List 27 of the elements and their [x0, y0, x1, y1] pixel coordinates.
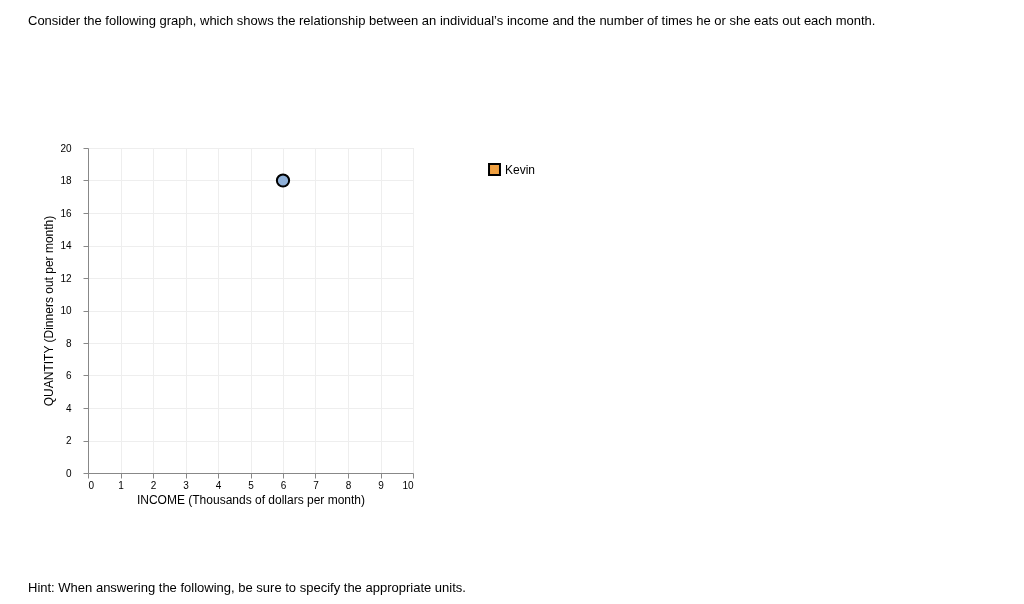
- x-tick-label: 3: [183, 479, 190, 491]
- y-tick-label: 10: [60, 305, 72, 316]
- x-tick-label: 5: [248, 479, 255, 491]
- y-tick-label: 12: [60, 272, 72, 284]
- y-tick-label: 16: [60, 207, 72, 219]
- y-tick-label: 2: [65, 435, 72, 446]
- x-tick-label: 6: [280, 479, 287, 491]
- y-tick-label: 14: [60, 240, 72, 251]
- y-tick-label: 4: [65, 402, 72, 414]
- y-tick-label: 20: [60, 142, 72, 154]
- y-tick-label: 6: [65, 370, 72, 381]
- text: Consider the following graph, which shows the relationship between an individual’s income and the number of times he or she eats out each month.: [28, 13, 876, 28]
- x-tick-label: 0: [88, 479, 95, 491]
- y-tick-label: 0: [65, 467, 72, 479]
- y-tick-label: 8: [65, 337, 72, 349]
- x-axis-title: INCOME (Thousands of dollars per month): [136, 492, 366, 507]
- legend-label: Kevin: [505, 162, 536, 177]
- text: Hint: When answering the following, be sure to specify the appropriate units.: [28, 580, 466, 595]
- x-tick-label: 8: [345, 479, 352, 491]
- x-tick-label: 1: [118, 479, 125, 491]
- x-tick-label: 9: [378, 479, 385, 491]
- x-tick-label: 4: [215, 479, 222, 491]
- y-axis-title: QUANTITY (Dinners out per month): [42, 215, 57, 407]
- y-tick-label: 18: [60, 175, 72, 186]
- x-tick-label: 10: [402, 479, 414, 491]
- x-tick-label: 7: [313, 479, 320, 491]
- x-tick-label: 2: [150, 479, 157, 491]
